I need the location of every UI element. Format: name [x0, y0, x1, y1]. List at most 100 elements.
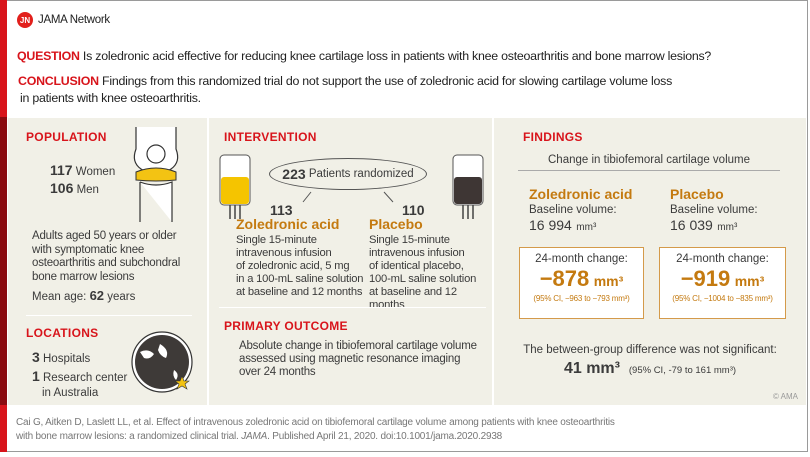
mean-age: Mean age: 62 years [32, 288, 135, 303]
difference-value: 41 mm³ [563, 360, 620, 377]
question-text: Is zoledronic acid effective for reducin… [82, 49, 712, 63]
accent-bar-dark [0, 117, 7, 405]
globe-icon [131, 331, 193, 393]
arm-desc-line: in a 100-mL saline solution [236, 273, 364, 285]
locations-list: 3 Hospitals 1 Research center in Austral… [32, 350, 127, 401]
change-label: 24-month change: [676, 253, 769, 265]
unit: mm³ [734, 273, 765, 289]
placebo-findings: Placebo Baseline volume: 16 039 mm³ [670, 186, 758, 235]
baseline-value: 16 994 [529, 217, 572, 233]
copyright: © AMA [772, 392, 798, 401]
population-description: Adults aged 50 years or older with sympt… [32, 230, 180, 284]
mean-age-label: Mean age: [32, 291, 87, 303]
arm-desc-line: of zoledronic acid, 5 mg [236, 260, 350, 272]
zoledronic-findings: Zoledronic acid Baseline volume: 16 994 … [529, 186, 632, 235]
change-ci: (95% CI, −963 to −793 mm³) [533, 294, 630, 303]
hospitals-label: Hospitals [43, 353, 91, 365]
zoledronic-arm-name: Zoledronic acid [236, 216, 340, 232]
citation-line: Cai G, Aitken D, Laslett LL, et al. Effe… [16, 417, 615, 428]
intervention-title: INTERVENTION [224, 130, 317, 144]
citation-line: with bone marrow lesions: a randomized c… [16, 431, 242, 442]
conclusion-text: Findings from this randomized trial do n… [102, 74, 673, 88]
arm-desc-line: Single 15-minute [369, 234, 450, 246]
population-desc-line: with symptomatic knee [32, 243, 145, 256]
change-ci: (95% CI, −1004 to −835 mm³) [672, 294, 773, 303]
centers-label: Research center [43, 372, 128, 384]
placebo-change-box: 24-month change: −919 mm³ (95% CI, −1004… [659, 247, 786, 319]
unit: mm³ [576, 222, 597, 233]
placebo-count: 110 [402, 202, 425, 218]
zoledronic-arm-description: Single 15-minute intravenous infusion of… [236, 234, 363, 299]
zoledronic-iv-bag-icon [219, 154, 251, 219]
baseline-label: Baseline volume: [529, 204, 617, 216]
difference-ci: (95% CI, -79 to 161 mm³) [628, 365, 737, 376]
population-panel: POPULATION 117 Women 106 Men Adults aged… [8, 118, 207, 405]
citation: Cai G, Aitken D, Laslett LL, et al. Effe… [16, 416, 615, 444]
change-label: 24-month change: [535, 253, 628, 265]
zoledronic-count: 113 [270, 202, 293, 218]
divider [26, 315, 192, 316]
change-value: −878 [539, 266, 590, 291]
hospitals-count: 3 [32, 349, 40, 365]
arm-desc-line: intravenous infusion [236, 247, 332, 259]
citation-journal: JAMA [241, 431, 268, 442]
baseline-label: Baseline volume: [670, 204, 758, 216]
citation-line: . Published April 21, 2020. doi:10.1001/… [267, 431, 503, 442]
mean-age-value: 62 [89, 288, 105, 303]
population-title: POPULATION [26, 130, 107, 144]
conclusion-label: CONCLUSION [18, 74, 99, 88]
arm-desc-line: Single 15-minute [236, 234, 317, 246]
group-name: Placebo [670, 186, 724, 202]
question: QUESTION Is zoledronic acid effective fo… [17, 48, 711, 65]
findings-panel: FINDINGS Change in tibiofemoral cartilag… [494, 118, 806, 405]
jama-network-logo: JN JAMA Network [17, 12, 110, 28]
findings-subtitle: Change in tibiofemoral cartilage volume [518, 154, 780, 171]
mean-age-unit: years [107, 291, 136, 303]
unit: mm³ [717, 222, 738, 233]
logo-mark: JN [19, 15, 31, 25]
outcome-title: PRIMARY OUTCOME [224, 319, 348, 333]
divider [219, 307, 486, 308]
locations-title: LOCATIONS [26, 326, 99, 340]
population-desc-line: bone marrow lesions [32, 270, 135, 283]
logo-text: JAMA Network [38, 14, 110, 26]
men-label: Men [76, 184, 99, 196]
arm-desc-line: of identical placebo, [369, 260, 464, 272]
outcome-desc-line: Absolute change in tibiofemoral cartilag… [239, 340, 477, 352]
conclusion: CONCLUSION Findings from this randomized… [18, 73, 672, 107]
arm-desc-line: at baseline and 12 months [236, 286, 363, 298]
outcome-desc-line: over 24 months [239, 366, 316, 378]
unit: mm³ [593, 273, 624, 289]
arm-desc-line: 100-mL saline solution [369, 273, 477, 285]
population-desc-line: osteoarthritis and subchondral [32, 257, 181, 269]
outcome-desc-line: assessed using magnetic resonance imagin… [239, 353, 461, 365]
women-count: 117 [50, 162, 73, 178]
women-label: Women [75, 166, 116, 178]
placebo-arm-name: Placebo [369, 216, 423, 232]
change-value: −919 [680, 266, 731, 291]
knee-icon [133, 127, 179, 222]
men-count: 106 [50, 180, 74, 196]
outcome-description: Absolute change in tibiofemoral cartilag… [239, 340, 477, 379]
placebo-arm-description: Single 15-minute intravenous infusion of… [369, 234, 492, 312]
randomized-label: Patients randomized [308, 168, 414, 180]
population-desc-line: Adults aged 50 years or older [32, 230, 177, 242]
difference: 41 mm³ (95% CI, -79 to 161 mm³) [494, 360, 806, 378]
centers-count: 1 [32, 368, 40, 384]
group-name: Zoledronic acid [529, 186, 633, 202]
baseline-value: 16 039 [670, 217, 713, 233]
randomized-count: 223 [282, 166, 306, 182]
population-counts: 117 Women 106 Men [50, 162, 115, 198]
arm-desc-line: at baseline and 12 months [369, 286, 457, 311]
connector-lines [302, 191, 394, 203]
arm-desc-line: intravenous infusion [369, 247, 465, 259]
difference-label: The between-group difference was not sig… [523, 344, 777, 356]
conclusion-text-2: in patients with knee osteoarthritis. [20, 91, 201, 105]
centers-location: in Australia [42, 387, 99, 399]
zoledronic-change-box: 24-month change: −878 mm³ (95% CI, −963 … [519, 247, 644, 319]
question-label: QUESTION [17, 49, 80, 63]
intervention-panel: INTERVENTION 223 Patients randomized 113… [209, 118, 492, 405]
jn-logo-icon: JN [17, 12, 33, 28]
placebo-iv-bag-icon [452, 154, 484, 219]
